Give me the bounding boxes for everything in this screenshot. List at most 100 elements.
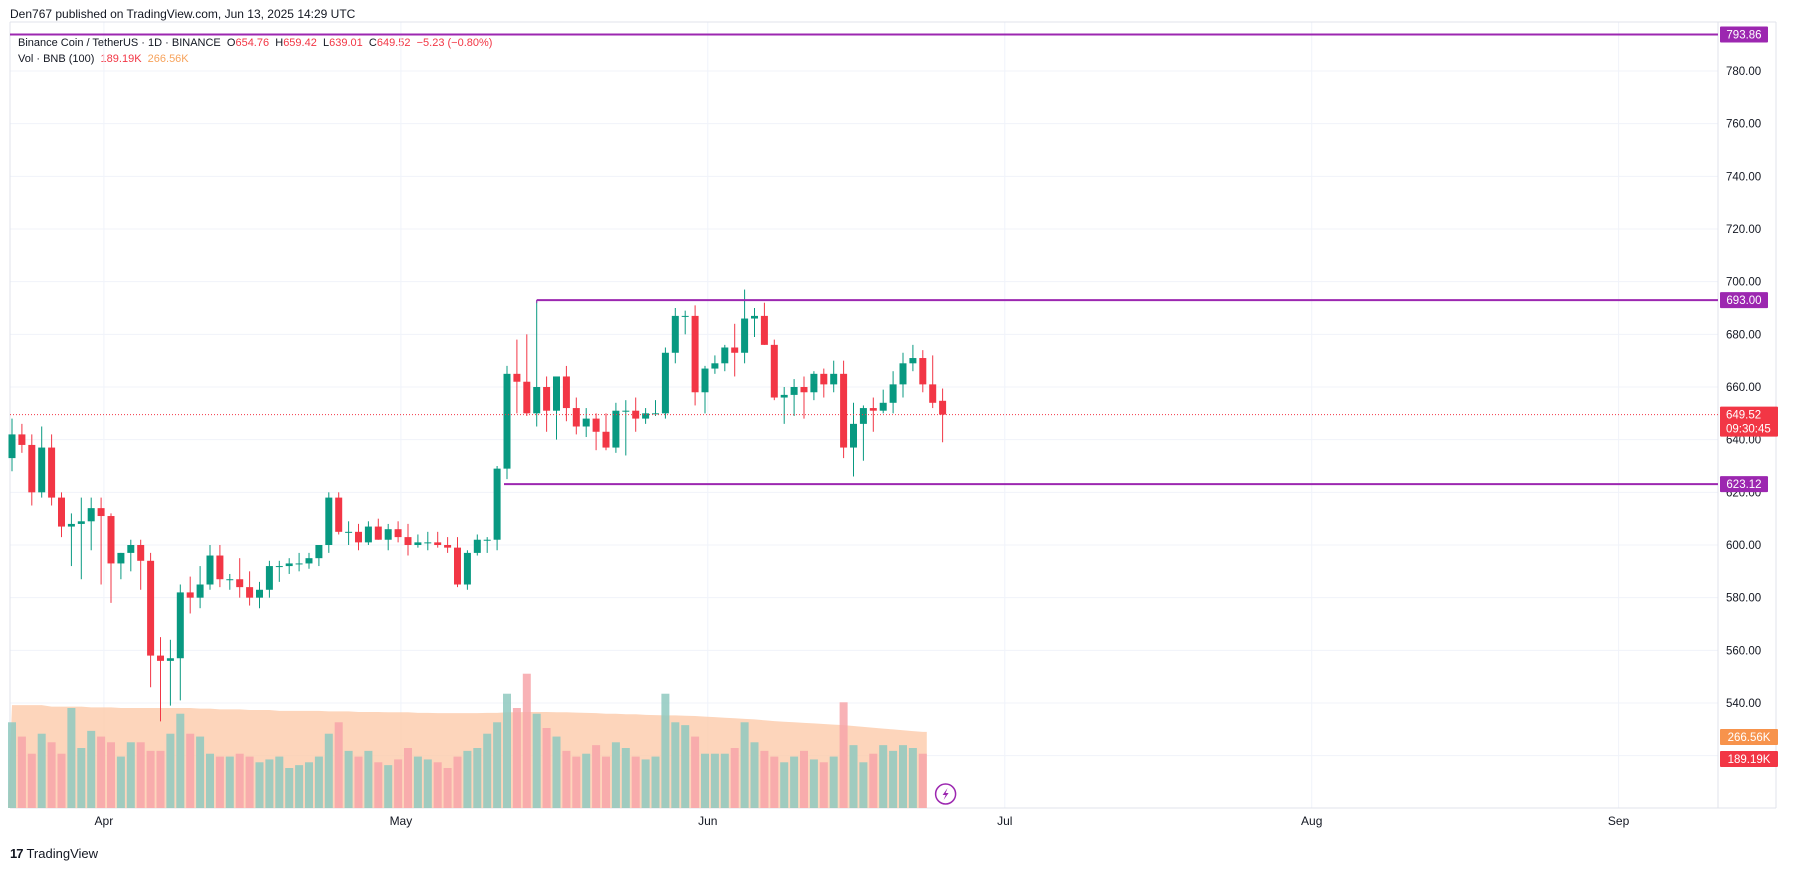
- candle-body: [602, 431, 610, 448]
- volume-bar: [800, 750, 808, 808]
- volume-bar: [374, 762, 383, 808]
- volume-bar: [889, 750, 898, 808]
- y-tick-label: 720.00: [1726, 224, 1761, 236]
- volume-bar: [493, 722, 502, 808]
- volume-bar: [17, 736, 26, 808]
- volume-bar: [334, 722, 343, 808]
- volume-bar: [542, 728, 551, 808]
- candle-body: [28, 444, 36, 493]
- candle-body: [355, 531, 362, 543]
- x-tick-label: Aug: [1301, 814, 1322, 828]
- candle-body: [859, 408, 867, 424]
- legend-volume-label[interactable]: Vol · BNB (100): [18, 53, 95, 65]
- published-by-text: Den767 published on TradingView.com, Jun…: [10, 7, 356, 21]
- volume-bar: [651, 756, 660, 808]
- volume-bar: [235, 753, 244, 808]
- legend-open-value: 654.76: [235, 37, 270, 49]
- volume-bar: [661, 693, 670, 808]
- candle-body: [364, 526, 372, 543]
- legend-volume-ma-value: 266.56K: [147, 53, 189, 65]
- volume-bar: [750, 742, 759, 808]
- candle-body: [216, 555, 224, 580]
- volume-bar: [245, 756, 254, 808]
- volume-bar: [908, 748, 917, 808]
- x-tick-label: Sep: [1608, 814, 1630, 828]
- volume-bar: [384, 765, 393, 808]
- volume-badge: 189.19K: [1728, 754, 1771, 766]
- volume-bar: [730, 748, 739, 808]
- candle-body: [315, 545, 323, 559]
- candle-body: [513, 373, 521, 382]
- volume-bar: [503, 693, 511, 808]
- volume-bar: [473, 748, 482, 808]
- volume-bar: [592, 745, 601, 808]
- candle-body: [275, 566, 283, 568]
- volume-bar: [552, 736, 561, 808]
- volume-bar: [275, 756, 284, 808]
- volume-bar: [67, 708, 76, 808]
- candle-body: [572, 408, 580, 427]
- candle-body: [87, 508, 95, 522]
- volume-bar: [760, 750, 769, 808]
- candle-body: [58, 497, 65, 527]
- volume-bar: [57, 753, 66, 808]
- volume-bar: [126, 742, 135, 808]
- volume-bar: [305, 762, 313, 808]
- volume-bar: [522, 673, 531, 808]
- volume-bar: [899, 745, 907, 808]
- legend-volume-row: Vol · BNB (100) 189.19K 266.56K: [18, 51, 492, 67]
- candle-body: [681, 315, 689, 317]
- candle-body: [869, 408, 877, 411]
- candle-body: [780, 394, 788, 398]
- volume-bar: [720, 753, 729, 808]
- candle-body: [879, 402, 887, 411]
- volume-bar: [512, 708, 521, 808]
- candle-body: [899, 363, 907, 385]
- y-tick-label: 600.00: [1726, 540, 1761, 552]
- volume-bar: [829, 756, 838, 808]
- tradingview-logo[interactable]: 17 TradingView: [10, 846, 98, 861]
- volume-bar: [107, 742, 115, 808]
- volume-bar: [780, 762, 789, 808]
- volume-bar: [206, 753, 214, 808]
- candle-body: [157, 655, 164, 661]
- candle-body: [612, 410, 620, 448]
- volume-bar: [582, 753, 591, 808]
- chart-legend: Binance Coin / TetherUS · 1D · BINANCE O…: [18, 35, 492, 67]
- candle-body: [424, 542, 432, 544]
- candle-body: [543, 387, 551, 411]
- candle-body: [117, 552, 125, 564]
- volume-ma-badge: 266.56K: [1728, 732, 1771, 744]
- volume-bar: [27, 753, 36, 808]
- volume-bar: [710, 753, 719, 808]
- lightning-icon-glyph: [942, 788, 949, 800]
- volume-bar: [354, 756, 363, 808]
- volume-bar: [295, 765, 304, 808]
- volume-bar: [225, 756, 234, 808]
- x-tick-label: May: [390, 814, 413, 828]
- volume-bar: [701, 753, 709, 808]
- y-tick-label: 760.00: [1726, 119, 1761, 131]
- y-tick-label: 580.00: [1726, 593, 1761, 605]
- volume-ma-badge-bg: [1720, 729, 1778, 745]
- volume-bar: [740, 722, 749, 808]
- volume-bar: [631, 756, 640, 808]
- candle-body: [652, 413, 659, 415]
- volume-bar: [394, 759, 403, 808]
- candle-body: [325, 497, 333, 545]
- candle-body: [691, 315, 699, 393]
- last-price-badge-bg: [1720, 406, 1778, 437]
- candle-body: [473, 539, 481, 553]
- candle-body: [67, 523, 75, 527]
- candle-body: [285, 563, 293, 567]
- legend-change: −5.23 (−0.80%): [416, 37, 493, 49]
- candle-body: [463, 552, 471, 585]
- y-tick-label: 680.00: [1726, 329, 1761, 341]
- volume-bar: [255, 762, 264, 808]
- candle-body: [345, 531, 353, 533]
- candle-body: [374, 526, 382, 540]
- candle-body: [840, 373, 848, 448]
- candle-body: [503, 373, 511, 469]
- volume-bar: [97, 736, 106, 808]
